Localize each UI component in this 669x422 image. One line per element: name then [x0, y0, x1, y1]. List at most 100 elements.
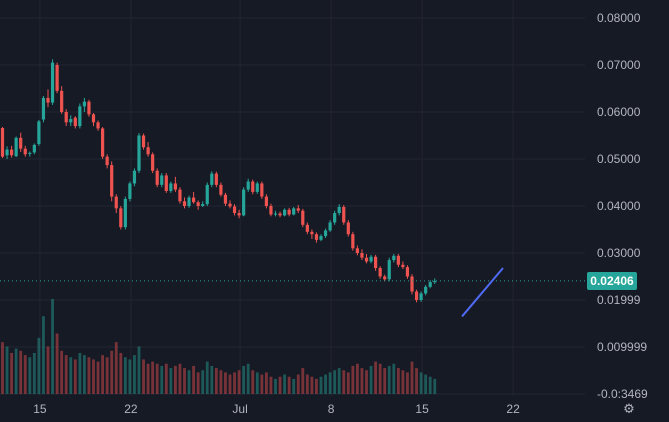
volume-bar: [133, 355, 136, 394]
time-axis-label: 15: [33, 402, 47, 416]
candle-body: [55, 65, 59, 91]
time-axis-label: Jul: [232, 402, 248, 416]
volume-bar: [32, 352, 36, 394]
volume-bar: [178, 363, 182, 394]
volume-bar: [119, 352, 123, 394]
candle-body: [173, 183, 177, 190]
volume-bar: [328, 372, 332, 394]
volume-bar: [337, 368, 341, 394]
volume-bar: [201, 370, 205, 394]
volume-bar: [351, 365, 355, 394]
candle-body: [374, 256, 378, 269]
volume-bar: [301, 368, 305, 394]
volume-bar: [19, 350, 23, 394]
candle-body: [228, 203, 232, 207]
candle-body: [201, 204, 205, 206]
volume-bar: [365, 370, 368, 394]
candle-body: [378, 268, 382, 277]
candle-body: [137, 135, 141, 171]
candle-body: [82, 101, 86, 107]
price-axis-label: 0.009999: [597, 340, 648, 354]
chart-settings-button[interactable]: ⚙: [620, 400, 638, 418]
volume-bar: [73, 359, 77, 394]
candle-body: [28, 152, 32, 154]
candle-body: [314, 234, 319, 240]
candle-body: [369, 256, 373, 262]
price-axis-label: 0.07000: [597, 58, 641, 72]
candle-body: [310, 231, 314, 235]
volume-bar: [14, 348, 18, 394]
candle-body: [360, 253, 364, 258]
candle-body: [283, 209, 287, 216]
volume-bar: [374, 361, 377, 394]
volume-bar: [406, 372, 409, 394]
candle-body: [214, 173, 218, 185]
volume-bar: [255, 372, 259, 394]
candle-body: [296, 208, 300, 211]
volume-bar: [83, 355, 86, 394]
candle-body: [396, 255, 400, 265]
candle-body: [364, 257, 369, 262]
volume-bar: [214, 368, 218, 394]
price-axis-label: 0.06000: [597, 105, 641, 119]
volume-bar: [128, 359, 132, 394]
volume-bar: [315, 378, 318, 394]
candle-body: [433, 280, 437, 283]
candle-body: [319, 236, 323, 240]
volume-bar: [346, 372, 350, 394]
candle-body: [246, 181, 250, 190]
time-axis-label: 22: [124, 402, 138, 416]
candle-body: [251, 181, 255, 192]
candle-body: [87, 101, 91, 115]
volume-bar: [296, 374, 300, 394]
candle-body: [196, 202, 200, 206]
volume-bar: [369, 365, 373, 394]
volume-bar: [228, 374, 232, 394]
volume-bar: [224, 372, 227, 394]
volume-bar: [87, 357, 91, 394]
volume-bar: [242, 365, 246, 394]
candle-body: [32, 144, 36, 153]
price-axis-label: -0.0:3469: [597, 387, 648, 401]
volume-bar: [10, 352, 13, 394]
candle-body: [155, 170, 159, 185]
volume-bar: [37, 337, 41, 394]
candle-body: [273, 213, 278, 215]
candle-body: [128, 183, 132, 199]
candle-body: [110, 165, 114, 197]
candle-body: [387, 260, 391, 280]
volume-bar: [146, 363, 150, 394]
volume-bar: [319, 376, 323, 394]
volume-bar: [5, 346, 9, 394]
time-axis-label: 22: [506, 402, 520, 416]
candle-body: [278, 213, 282, 216]
candle-body: [101, 128, 105, 157]
volume-bar: [1, 342, 4, 394]
candle-body: [342, 206, 346, 223]
candle-body: [328, 222, 332, 231]
candle-body: [355, 248, 359, 253]
volume-bar: [160, 365, 164, 394]
time-axis-label: 8: [327, 402, 335, 416]
gear-icon: ⚙: [623, 401, 635, 416]
last-price-badge: 0.02406: [587, 271, 637, 290]
candle-body: [333, 213, 337, 223]
candle-body: [23, 148, 27, 155]
candle-body: [10, 149, 14, 156]
volume-bar: [169, 368, 173, 394]
volume-bar: [287, 376, 291, 394]
candle-body: [169, 183, 173, 191]
volume-bar: [51, 298, 54, 394]
volume-bar: [251, 370, 255, 394]
volume-bar: [196, 372, 200, 394]
volume-bar: [142, 359, 145, 394]
candle-body: [323, 230, 328, 237]
volume-bar: [305, 374, 309, 394]
candle-body: [0, 127, 5, 157]
candle-body: [146, 147, 150, 155]
candle-body: [73, 117, 77, 127]
volume-bar: [333, 370, 337, 394]
volume-bar: [101, 355, 104, 394]
